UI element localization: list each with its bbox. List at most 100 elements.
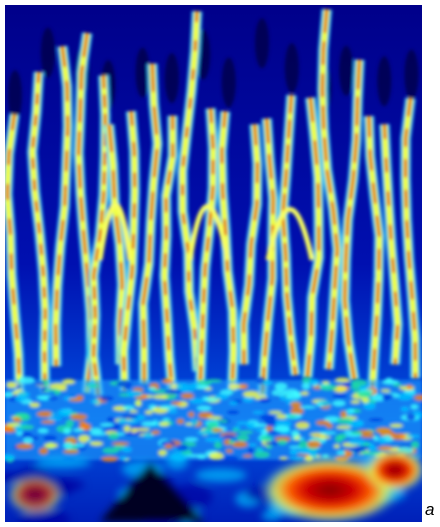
noise-spot	[306, 440, 321, 449]
noise-spot	[406, 384, 413, 390]
noise-spot	[368, 417, 384, 422]
noise-spot	[213, 441, 223, 449]
noise-spot	[410, 404, 419, 410]
noise-spot	[239, 383, 248, 390]
noise-spot	[253, 423, 268, 428]
noise-spot	[101, 456, 119, 462]
noise-spot	[63, 427, 72, 435]
noise-spot	[347, 409, 356, 413]
noise-spot	[248, 443, 257, 447]
noise-spot	[363, 402, 376, 410]
noise-spot	[43, 388, 62, 392]
stripe-red	[141, 63, 159, 384]
noise-spot	[206, 378, 222, 383]
noise-spot	[62, 441, 74, 450]
noise-spot	[291, 430, 300, 438]
noise-spot	[190, 418, 199, 426]
noise-spot	[276, 414, 289, 419]
noise-spot	[252, 410, 264, 414]
stripe-red	[404, 98, 417, 379]
noise-spot	[202, 397, 218, 402]
noise-spot	[123, 425, 131, 433]
noise-spot	[336, 450, 346, 455]
noise-spot	[18, 424, 34, 430]
noise-spot	[235, 421, 251, 425]
noise-spot	[370, 394, 386, 402]
noise-spot	[284, 388, 299, 395]
noise-spot	[218, 419, 229, 423]
noise-spot	[319, 431, 337, 435]
noise-spot	[196, 384, 210, 390]
blue-swirl	[165, 451, 189, 470]
noise-spot	[236, 434, 250, 442]
noise-spot	[158, 449, 168, 457]
noise-spot	[126, 390, 143, 398]
noise-spot	[347, 439, 366, 446]
noise-spot	[341, 381, 353, 388]
noise-spot	[184, 454, 201, 458]
dark-blob	[254, 18, 269, 69]
noise-spot	[6, 381, 17, 389]
noise-spot	[70, 413, 88, 421]
noise-spot	[5, 391, 14, 398]
noise-spot	[89, 441, 104, 446]
noise-spot	[378, 436, 387, 444]
noise-spot	[414, 394, 422, 401]
stripe-red	[383, 124, 399, 365]
noise-spot	[334, 434, 343, 443]
stripe-red	[92, 75, 107, 396]
noise-spot	[144, 410, 153, 415]
hot-region	[260, 456, 400, 522]
arch	[187, 204, 231, 261]
noise-spot	[406, 434, 421, 439]
noise-spot	[222, 434, 236, 439]
noise-spot	[49, 412, 57, 416]
noise-spot	[57, 408, 72, 417]
noise-spot	[226, 409, 240, 415]
noise-spot	[164, 444, 173, 450]
noise-spot	[331, 393, 348, 399]
noise-spot	[242, 396, 254, 403]
noise-spot	[375, 427, 392, 434]
stripe-red	[54, 46, 70, 367]
dark-blob	[404, 49, 419, 100]
noise-spot	[333, 444, 341, 449]
noise-spot	[159, 421, 170, 427]
noise-spot	[335, 377, 350, 383]
noise-spot	[350, 400, 361, 404]
stripes	[5, 8, 421, 399]
noise-spot	[121, 446, 133, 453]
arch	[97, 202, 133, 261]
dark-blob	[339, 45, 354, 96]
noise-spot	[289, 449, 299, 455]
noise-spot	[36, 410, 54, 418]
noise-spot	[18, 376, 35, 384]
noise-spot	[214, 393, 229, 400]
noise-spot	[300, 391, 309, 396]
noise-spot	[260, 435, 273, 442]
noise-spot	[49, 382, 68, 390]
blue-swirl	[195, 468, 247, 483]
noise-spot	[62, 449, 79, 455]
noise-spot	[47, 416, 63, 421]
noise-spot	[68, 397, 83, 402]
noise-spot	[256, 448, 264, 452]
noise-spot	[207, 421, 219, 428]
noise-spot	[274, 382, 288, 391]
stripe-red	[198, 108, 215, 389]
stripe-yellow	[120, 110, 138, 392]
noise-spot	[268, 410, 283, 414]
noise-spot	[14, 412, 28, 416]
dark-region	[100, 462, 205, 522]
stripe-red	[163, 115, 175, 396]
noise-spot	[5, 422, 21, 427]
noise-spot	[237, 430, 254, 435]
noise-spot	[135, 399, 142, 407]
noise-spot	[290, 407, 304, 415]
noise-spot	[73, 428, 85, 433]
noise-spot	[35, 381, 46, 386]
noise-spot	[372, 435, 379, 442]
noise-spot	[166, 409, 178, 414]
noise-spot	[47, 396, 58, 401]
